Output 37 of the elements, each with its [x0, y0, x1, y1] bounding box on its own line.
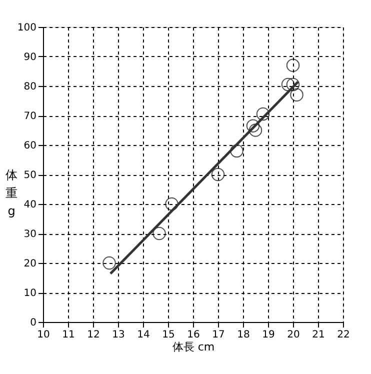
y-tick-label: 100 [17, 22, 36, 34]
y-tick-label: 20 [24, 258, 36, 270]
point [246, 119, 260, 132]
x-tick-label: 18 [237, 330, 250, 340]
x-tick-label: 13 [112, 330, 125, 340]
x-tick-label: 14 [137, 330, 150, 340]
y-tick-label: 40 [24, 200, 36, 210]
y-tick-label: 90 [24, 52, 36, 63]
x-tick-label: 15 [162, 330, 175, 340]
y-tick-label: 10 [24, 288, 36, 299]
point [256, 107, 270, 121]
x-tick-label: 11 [62, 330, 75, 340]
x-tick-label: 12 [87, 330, 100, 340]
point [286, 58, 300, 72]
y-tick-label: 50 [24, 170, 36, 181]
y-tick-label: 80 [24, 82, 36, 92]
x-tick-label: 19 [262, 330, 275, 340]
x-tick-label: 21 [312, 330, 325, 340]
x-tick-label: 16 [187, 330, 200, 340]
point [230, 144, 244, 158]
x-tick-label: 10 [37, 330, 50, 340]
x-tick-label: 17 [212, 330, 225, 340]
x-axis-title: 体長 cm [172, 340, 215, 354]
x-tick-label: 22 [337, 330, 350, 340]
y-axis-title: 体重 g [6, 168, 18, 218]
y-tick-label: 60 [24, 140, 36, 152]
x-tick-label: 20 [287, 330, 300, 340]
point [286, 78, 300, 92]
point [152, 226, 166, 240]
point [290, 88, 304, 102]
point [248, 124, 262, 137]
point [211, 168, 225, 182]
point [165, 197, 178, 211]
y-tick-label: 30 [24, 229, 36, 240]
y-tick-label: 70 [24, 111, 36, 122]
y-tick-label: 0 [30, 318, 36, 328]
point [102, 256, 116, 270]
